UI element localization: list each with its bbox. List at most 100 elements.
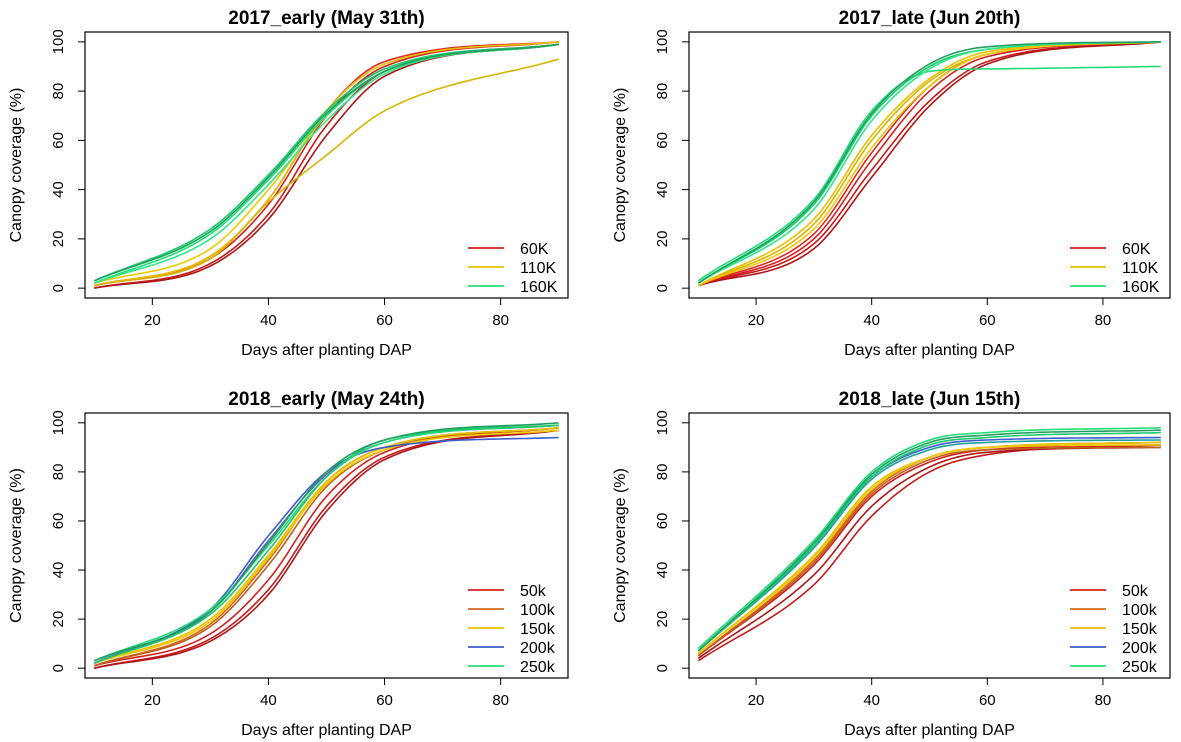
y-axis-label: Canopy coverage (%) <box>612 468 629 623</box>
y-tick-label: 20 <box>654 231 671 248</box>
series-line-150k <box>94 426 559 665</box>
series-group <box>93 422 559 669</box>
y-tick-label: 20 <box>50 611 67 628</box>
x-axis-label: Days after planting DAP <box>844 342 1015 359</box>
x-tick-label: 60 <box>979 692 996 709</box>
x-tick-label: 60 <box>376 312 393 329</box>
series-line-110k <box>94 58 559 287</box>
series-line-150k <box>94 429 559 665</box>
series-line-250k <box>697 429 1161 652</box>
y-tick-label: 100 <box>50 29 67 54</box>
x-tick-label: 40 <box>863 312 880 329</box>
series-group <box>93 41 559 289</box>
legend-label: 160K <box>1122 279 1160 296</box>
x-tick-label: 40 <box>863 692 880 709</box>
legend-label: 150k <box>1122 621 1158 638</box>
series-line-60k <box>94 41 559 287</box>
x-tick-label: 40 <box>260 692 277 709</box>
legend-label: 50k <box>1122 583 1149 600</box>
x-tick-label: 20 <box>144 692 161 709</box>
plot-frame <box>688 31 1171 299</box>
y-tick-label: 0 <box>654 664 671 672</box>
x-tick-label: 80 <box>492 692 509 709</box>
legend-label: 110K <box>520 260 557 277</box>
legend-label: 110K <box>1122 260 1159 277</box>
series-line-250k <box>93 424 559 662</box>
legend-label: 50k <box>520 583 547 600</box>
series-line-160k <box>697 65 1161 282</box>
y-tick-label: 100 <box>654 29 671 54</box>
legend-label: 60K <box>520 241 549 258</box>
y-tick-label: 80 <box>654 83 671 100</box>
legend-label: 250k <box>520 659 556 676</box>
x-axis-label: Days after planting DAP <box>241 722 412 739</box>
series-line-60k <box>94 43 559 289</box>
y-tick-label: 100 <box>50 410 67 435</box>
legend-label: 250k <box>1122 659 1158 676</box>
series-line-250k <box>697 426 1161 650</box>
legend-label: 100k <box>520 602 556 619</box>
plot-frame <box>84 31 569 299</box>
x-axis-label: Days after planting DAP <box>844 722 1015 739</box>
y-tick-label: 60 <box>50 132 67 149</box>
x-tick-label: 80 <box>492 312 509 329</box>
x-tick-label: 20 <box>748 312 765 329</box>
y-tick-label: 100 <box>654 410 671 435</box>
y-tick-label: 0 <box>50 664 67 672</box>
series-line-50k <box>94 429 559 669</box>
series-line-110k <box>697 41 1161 287</box>
chart-panel-4: 2018_late (Jun 15th) Days after planting … <box>612 389 1171 739</box>
series-line-250k <box>697 431 1161 652</box>
y-tick-label: 80 <box>50 464 67 481</box>
y-tick-label: 60 <box>50 513 67 530</box>
x-tick-label: 20 <box>144 312 161 329</box>
series-line-60k <box>698 41 1161 287</box>
chart-title: 2017_early (May 31th) <box>228 8 424 29</box>
chart-title: 2017_late (Jun 20th) <box>839 8 1021 29</box>
x-axis-label: Days after planting DAP <box>241 342 412 359</box>
y-tick-label: 0 <box>50 284 67 292</box>
series-line-160k <box>697 41 1161 284</box>
chart-panel-2: 2017_late (Jun 20th) Days after planting … <box>612 8 1171 359</box>
legend-label: 150k <box>520 621 556 638</box>
series-line-60k <box>94 43 559 289</box>
series-group <box>697 426 1161 662</box>
y-tick-label: 80 <box>50 83 67 100</box>
y-tick-label: 40 <box>50 562 67 579</box>
x-tick-label: 40 <box>260 312 277 329</box>
series-line-60k <box>94 41 559 287</box>
series-group <box>697 41 1161 287</box>
series-line-250k <box>93 424 559 665</box>
x-tick-label: 60 <box>979 312 996 329</box>
x-tick-label: 60 <box>376 692 393 709</box>
y-tick-label: 60 <box>654 132 671 149</box>
series-line-50k <box>94 429 559 669</box>
y-tick-label: 20 <box>50 231 67 248</box>
chart-title: 2018_early (May 24th) <box>228 389 424 410</box>
legend-label: 160K <box>520 279 558 296</box>
series-line-160k <box>93 43 559 282</box>
series-line-250k <box>94 422 559 662</box>
series-line-100k <box>94 426 559 667</box>
y-tick-label: 40 <box>654 562 671 579</box>
series-line-150k <box>697 444 1161 655</box>
plot-frame <box>84 412 569 679</box>
y-axis-label: Canopy coverage (%) <box>612 88 629 243</box>
chart-panel-1: 2017_early (May 31th) Days after planting… <box>8 8 569 359</box>
series-line-50k <box>697 446 1161 660</box>
series-line-160k <box>93 43 559 282</box>
legend-label: 60K <box>1122 241 1151 258</box>
series-line-200k <box>697 439 1161 652</box>
series-line-100k <box>697 441 1161 657</box>
legend-label: 100k <box>1122 602 1158 619</box>
y-axis-label: Canopy coverage (%) <box>8 468 25 623</box>
series-line-150k <box>697 441 1161 655</box>
chart-title: 2018_late (Jun 15th) <box>839 389 1021 410</box>
x-tick-label: 20 <box>748 692 765 709</box>
y-tick-label: 0 <box>654 284 671 292</box>
series-line-110k <box>94 41 559 287</box>
plot-frame <box>688 412 1171 679</box>
legend-label: 200k <box>520 640 556 657</box>
y-tick-label: 40 <box>654 181 671 198</box>
